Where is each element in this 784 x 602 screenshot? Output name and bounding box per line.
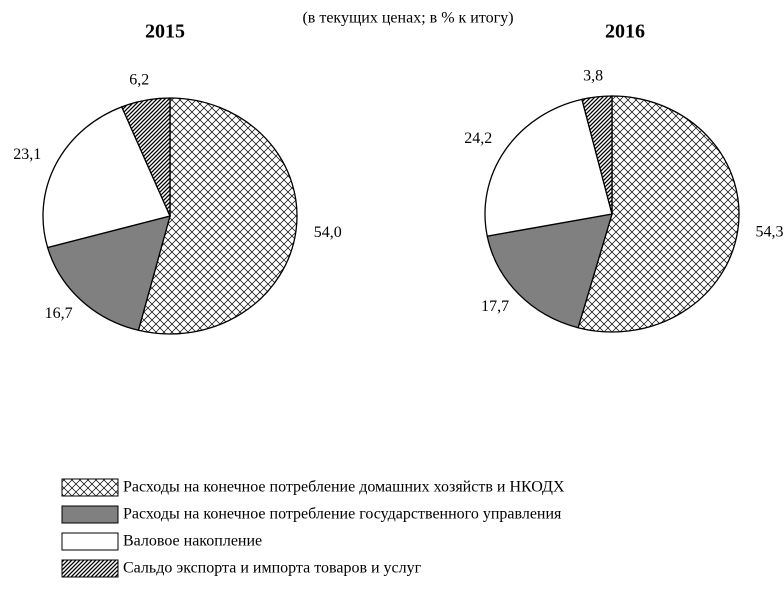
legend-swatch bbox=[61, 505, 119, 524]
pie-slice bbox=[120, 97, 171, 217]
pie-slice bbox=[137, 97, 298, 335]
data-label: 3,8 bbox=[583, 68, 603, 85]
pie-slice bbox=[577, 95, 740, 333]
data-label: 54,3 bbox=[756, 223, 784, 240]
pie-title: 2015 bbox=[145, 21, 185, 43]
legend-swatch bbox=[61, 478, 119, 497]
pie-slice bbox=[484, 98, 613, 237]
data-label: 16,7 bbox=[45, 305, 73, 322]
pie-slice bbox=[42, 106, 171, 249]
legend-swatch bbox=[61, 559, 119, 578]
data-label: 6,2 bbox=[129, 71, 149, 88]
data-label: 17,7 bbox=[481, 298, 509, 315]
legend-label: Расходы на конечное потребление домашних… bbox=[123, 479, 565, 496]
subtitle: (в текущих ценах; в % к итогу) bbox=[302, 10, 513, 27]
pie-title: 2016 bbox=[605, 21, 645, 43]
legend-label: Расходы на конечное потребление государс… bbox=[123, 506, 562, 523]
legend-swatch bbox=[61, 532, 119, 551]
legend-label: Сальдо экспорта и импорта товаров и услу… bbox=[123, 560, 422, 577]
data-label: 54,0 bbox=[314, 224, 342, 241]
data-label: 24,2 bbox=[464, 130, 492, 147]
pie-slice bbox=[46, 215, 171, 332]
legend-label: Валовое накопление bbox=[123, 533, 262, 550]
pie-slice bbox=[486, 213, 613, 329]
data-label: 23,1 bbox=[13, 146, 41, 163]
pie-slice bbox=[581, 95, 613, 215]
